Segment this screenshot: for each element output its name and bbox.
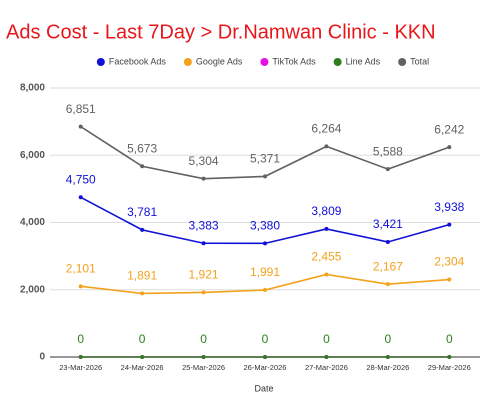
data-label: 3,809 (311, 204, 341, 218)
data-label: 3,781 (127, 205, 157, 219)
data-point (140, 227, 145, 232)
data-label: 5,588 (373, 144, 403, 158)
data-point (78, 355, 83, 359)
y-tick-label: 0 (39, 352, 45, 363)
y-tick-label: 8,000 (20, 83, 45, 94)
data-point (385, 282, 390, 287)
data-point (447, 277, 452, 282)
data-point (263, 174, 267, 179)
data-label: 2,304 (434, 255, 464, 269)
data-label: 1,891 (127, 269, 157, 283)
legend-label: TikTok Ads (272, 56, 316, 66)
data-label: 0 (77, 332, 84, 346)
data-label: 0 (139, 332, 146, 346)
data-label: 2,455 (311, 250, 341, 264)
data-point (78, 124, 83, 129)
legend-marker (260, 58, 269, 66)
data-point (324, 272, 329, 277)
data-point (324, 355, 329, 359)
data-point (385, 239, 390, 244)
y-tick-label: 4,000 (20, 217, 45, 228)
data-point (78, 284, 83, 289)
data-point (263, 355, 267, 359)
data-point (385, 167, 390, 172)
data-label: 0 (323, 332, 330, 346)
data-label: 2,167 (373, 259, 403, 273)
legend-label: Google Ads (196, 56, 243, 66)
data-point (263, 288, 267, 293)
data-point (78, 195, 83, 200)
data-label: 4,750 (66, 172, 96, 186)
data-label: 3,938 (434, 200, 464, 214)
data-label: 5,304 (189, 154, 219, 168)
legend-label: Facebook Ads (109, 56, 167, 66)
data-point (447, 145, 452, 150)
legend-marker (398, 58, 407, 66)
x-tick-label: 24-Mar-2026 (121, 363, 164, 372)
data-label: 3,380 (250, 219, 280, 233)
y-tick-label: 6,000 (20, 150, 45, 161)
data-label: 2,101 (66, 262, 96, 276)
x-tick-label: 23-Mar-2026 (59, 363, 102, 372)
data-label: 1,991 (250, 265, 280, 279)
data-label: 0 (385, 332, 392, 346)
data-point (324, 144, 329, 149)
legend-marker (96, 58, 105, 66)
legend-marker (183, 58, 192, 66)
data-point (263, 241, 267, 246)
x-tick-label: 27-Mar-2026 (305, 363, 348, 372)
data-label: 0 (446, 332, 453, 346)
data-point (201, 176, 206, 181)
data-point (447, 355, 452, 359)
data-label: 6,242 (434, 122, 464, 136)
legend-marker (333, 58, 342, 66)
x-axis-title: Date (254, 383, 273, 393)
data-label: 6,851 (66, 102, 96, 116)
legend-label: Total (410, 56, 429, 66)
data-point (140, 291, 145, 296)
data-label: 5,673 (127, 141, 157, 155)
data-point (201, 290, 206, 295)
x-tick-label: 29-Mar-2026 (428, 363, 471, 372)
x-tick-label: 25-Mar-2026 (182, 363, 225, 372)
data-point (324, 226, 329, 231)
data-point (201, 355, 206, 359)
data-label: 6,264 (311, 122, 341, 136)
data-point (140, 164, 145, 169)
data-point (201, 241, 206, 246)
data-label: 1,921 (189, 268, 219, 282)
legend-label: Line Ads (346, 56, 381, 66)
data-label: 0 (262, 332, 269, 346)
data-label: 3,421 (373, 217, 403, 231)
data-point (140, 355, 145, 359)
chart-title: Ads Cost - Last 7Day > Dr.Namwan Clinic … (6, 21, 436, 43)
y-tick-label: 2,000 (20, 284, 45, 295)
x-tick-label: 26-Mar-2026 (244, 363, 287, 372)
data-point (447, 222, 452, 227)
x-tick-label: 28-Mar-2026 (366, 363, 409, 372)
data-point (385, 355, 390, 359)
data-label: 5,371 (250, 152, 280, 166)
data-label: 0 (200, 332, 207, 346)
data-label: 3,383 (189, 218, 219, 232)
